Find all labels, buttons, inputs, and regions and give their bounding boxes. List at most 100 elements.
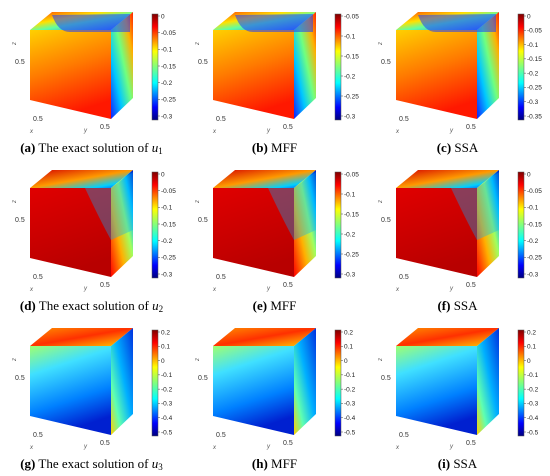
figure-panel: z 0.5 0.5 x 0.5 y 0 -0.05 -0.1 -0.15 -0.2 -0.25 -0.3… [366, 2, 549, 160]
z-tick-label: 0.5 [198, 375, 208, 382]
colorbar-tick-label: -0.35 [527, 113, 542, 120]
panel-caption-subscript: 1 [158, 146, 163, 156]
colorbar-tick-label: -0.5 [527, 429, 539, 436]
colorbar-tick-label: -0.2 [527, 238, 539, 245]
y-axis-label: y [266, 286, 271, 292]
colorbar-tick-label: -0.3 [161, 401, 173, 408]
colorbar-tick-label: 0 [344, 358, 348, 365]
colorbar-tick-label: -0.2 [161, 80, 173, 87]
z-axis-label: z [12, 42, 18, 46]
panel-caption: (b) MFF [183, 140, 366, 156]
cube-side-face [294, 12, 316, 119]
x-tick-label: 0.5 [33, 274, 43, 281]
field-accent [268, 172, 316, 240]
y-axis-label: y [449, 128, 454, 134]
colorbar-tick-label: -0.5 [161, 429, 173, 436]
colorbar-tick-label: -0.3 [527, 99, 539, 106]
panel-caption-text: SSA [451, 140, 479, 155]
x-axis-label: x [29, 445, 34, 451]
field-accent [235, 14, 313, 32]
panel-caption-text: The exact solution of [35, 298, 153, 313]
colorbar-tick-label: -0.05 [161, 30, 176, 37]
colorbar-tick-label: -0.2 [527, 70, 539, 77]
z-tick-label: 0.5 [15, 375, 25, 382]
y-tick-label: 0.5 [100, 282, 110, 289]
y-axis-label: y [83, 128, 88, 134]
cube-front-face [30, 346, 111, 435]
colorbar-tick-label: -0.2 [527, 386, 539, 393]
cube-front-face [213, 346, 294, 435]
z-axis-label: z [378, 358, 384, 362]
panel-label: (b) [251, 140, 268, 155]
cube-top-face [396, 170, 499, 188]
y-tick-label: 0.5 [100, 440, 110, 447]
z-tick-label: 0.5 [15, 217, 25, 224]
panel-caption: (g) The exact solution of u3 [0, 456, 183, 472]
colorbar-tick-label: 0.1 [527, 344, 536, 351]
colorbar-tick-label: -0.1 [161, 47, 173, 54]
colorbar-tick-label: -0.1 [527, 372, 539, 379]
colorbar-tick-label: -0.2 [161, 386, 173, 393]
z-tick-label: 0.5 [198, 59, 208, 66]
y-axis-label: y [266, 444, 271, 450]
z-axis-label: z [12, 200, 18, 204]
colorbar-tick-label: -0.25 [344, 251, 359, 258]
panel-caption-text: The exact solution of [35, 456, 152, 471]
colorbar-tick-label: -0.05 [527, 188, 542, 195]
panel-caption: (d) The exact solution of u2 [0, 298, 183, 314]
panel-caption-variable: u [151, 456, 159, 471]
colorbar-tick-label: -0.1 [527, 205, 539, 212]
colorbar-tick-label: 0 [527, 171, 531, 178]
x-tick-label: 0.5 [399, 116, 409, 123]
panel-caption-text: The exact solution of [35, 140, 152, 155]
colorbar-tick-label: -0.1 [527, 42, 539, 49]
figure-panel: z 0.5 0.5 x 0.5 y -0.05 -0.1 -0.15 -0.2 -0.25 -0.3 (… [183, 160, 366, 318]
z-tick-label: 0.5 [15, 59, 25, 66]
cube-side-face [294, 328, 316, 435]
panel-caption: (a) The exact solution of u1 [0, 140, 183, 156]
x-tick-label: 0.5 [216, 274, 226, 281]
cube-plot: z 0.5 0.5 x 0.5 y 0 -0.05 -0.1 -0.15 -0.2 -0.25 -0.3 [378, 170, 542, 293]
cube-side-face [111, 170, 133, 277]
z-axis-label: z [12, 358, 18, 362]
cube-front-face [213, 188, 294, 277]
y-tick-label: 0.5 [283, 282, 293, 289]
cube-front-face [396, 188, 477, 277]
panel-caption-subscript: 3 [158, 462, 163, 472]
cube-front-face [396, 30, 477, 119]
cube-side-face [111, 328, 133, 435]
z-axis-label: z [195, 358, 201, 362]
colorbar [151, 13, 159, 121]
colorbar-tick-label: -0.2 [344, 73, 356, 80]
colorbar [334, 13, 342, 121]
cube-plot: z 0.5 0.5 x 0.5 y 0 -0.05 -0.1 -0.15 -0.2 -0.25 -0.3… [378, 12, 542, 135]
panel-label: (c) [436, 140, 452, 155]
cube-plot: z 0.5 0.5 x 0.5 y 0.2 0.1 0 -0.1 -0.2 -0.3 -0.4 -0.5 [12, 328, 173, 451]
colorbar-tick-label: -0.3 [161, 113, 173, 120]
colorbar-tick-label: -0.1 [161, 372, 173, 379]
cube-plot: z 0.5 0.5 x 0.5 y 0.2 0.1 0 -0.1 -0.2 -0.3 -0.4 -0.5 [378, 328, 539, 451]
colorbar-tick-label: -0.1 [161, 205, 173, 212]
panel-label: (e) [252, 298, 268, 313]
colorbar-tick-label: 0 [161, 358, 165, 365]
panel-label: (g) [20, 456, 36, 471]
colorbar-tick-label: -0.15 [161, 63, 176, 70]
cube-side-face [477, 12, 499, 119]
x-axis-label: x [29, 129, 34, 135]
panel-caption-text: SSA [450, 456, 478, 471]
colorbar-tick-label: -0.3 [527, 401, 539, 408]
cube-front-face [396, 346, 477, 435]
colorbar-tick-label: -0.25 [527, 85, 542, 92]
colorbar-tick-label: 0 [527, 13, 531, 20]
colorbar-tick-label: 0 [527, 358, 531, 365]
cube-top-face [396, 328, 499, 346]
colorbar-tick-label: -0.15 [527, 221, 542, 228]
y-axis-label: y [83, 444, 88, 450]
colorbar-tick-label: -0.1 [344, 191, 356, 198]
cube-plot: z 0.5 0.5 x 0.5 y -0.05 -0.1 -0.15 -0.2 -0.25 -0.3 [195, 12, 359, 135]
y-tick-label: 0.5 [466, 124, 476, 131]
colorbar [517, 171, 525, 279]
y-tick-label: 0.5 [466, 282, 476, 289]
colorbar-tick-label: -0.05 [527, 28, 542, 35]
panel-caption-text: MFF [267, 298, 297, 313]
